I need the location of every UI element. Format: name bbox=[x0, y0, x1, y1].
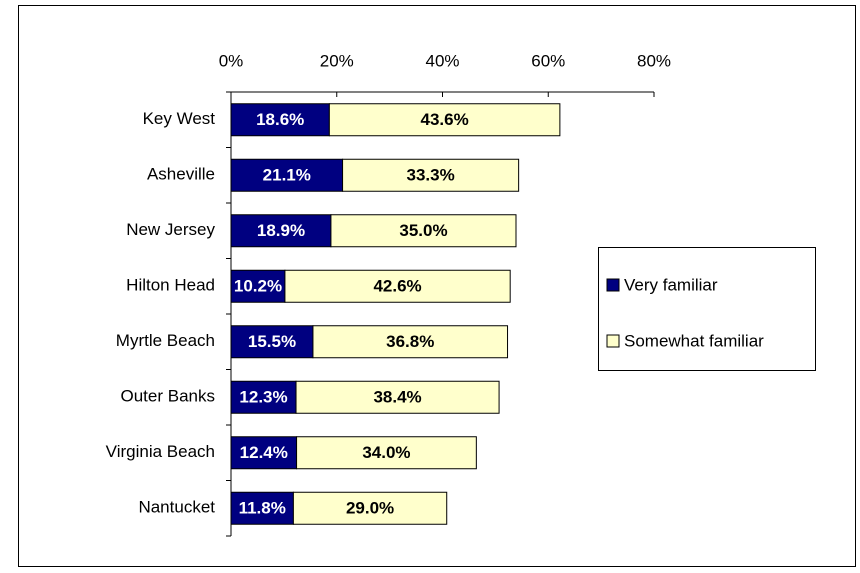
legend-label: Very familiar bbox=[624, 275, 718, 294]
y-tick-label: Hilton Head bbox=[126, 276, 215, 295]
bar bbox=[296, 436, 477, 470]
data-label: 12.4% bbox=[240, 443, 288, 462]
legend-swatch bbox=[606, 278, 620, 292]
data-label: 33.3% bbox=[407, 166, 455, 185]
bar bbox=[330, 214, 517, 248]
y-tick-label: Asheville bbox=[147, 165, 215, 184]
data-label: 29.0% bbox=[346, 499, 394, 518]
y-tick-label: Myrtle Beach bbox=[116, 331, 215, 350]
data-label: 12.3% bbox=[239, 388, 287, 407]
bar bbox=[230, 214, 332, 248]
bar bbox=[342, 158, 520, 192]
x-tick-label: 20% bbox=[320, 51, 354, 70]
data-label: 11.8% bbox=[239, 499, 286, 518]
x-tick-label: 0% bbox=[219, 51, 244, 70]
bar bbox=[284, 269, 511, 303]
x-tick-label: 60% bbox=[531, 51, 565, 70]
data-label: 42.6% bbox=[373, 277, 421, 296]
legend-box bbox=[598, 247, 816, 371]
legend-label: Somewhat familiar bbox=[624, 331, 764, 350]
data-label: 21.1% bbox=[263, 166, 311, 185]
x-tick-label: 80% bbox=[637, 51, 671, 70]
data-label: 36.8% bbox=[386, 332, 434, 351]
bar bbox=[230, 436, 298, 470]
legend-swatch bbox=[606, 334, 620, 348]
data-label: 15.5% bbox=[248, 332, 296, 351]
data-label: 43.6% bbox=[421, 110, 469, 129]
x-tick-label: 40% bbox=[425, 51, 459, 70]
bar bbox=[312, 325, 509, 359]
data-label: 38.4% bbox=[373, 388, 421, 407]
bar bbox=[295, 380, 500, 414]
y-tick-label: Nantucket bbox=[138, 498, 215, 517]
data-label: 18.6% bbox=[256, 110, 304, 129]
data-label: 10.2% bbox=[234, 277, 282, 296]
bar bbox=[230, 491, 294, 525]
bar bbox=[230, 380, 297, 414]
data-label: 35.0% bbox=[399, 221, 447, 240]
bar bbox=[292, 491, 448, 525]
bar bbox=[230, 103, 330, 137]
bar bbox=[230, 269, 286, 303]
y-tick-label: Outer Banks bbox=[121, 387, 216, 406]
data-label: 34.0% bbox=[362, 443, 410, 462]
bar bbox=[328, 103, 561, 137]
y-tick-label: Key West bbox=[143, 109, 216, 128]
data-label: 18.9% bbox=[257, 221, 305, 240]
y-tick-label: New Jersey bbox=[126, 220, 215, 239]
y-tick-label: Virginia Beach bbox=[106, 442, 215, 461]
bar bbox=[230, 325, 314, 359]
